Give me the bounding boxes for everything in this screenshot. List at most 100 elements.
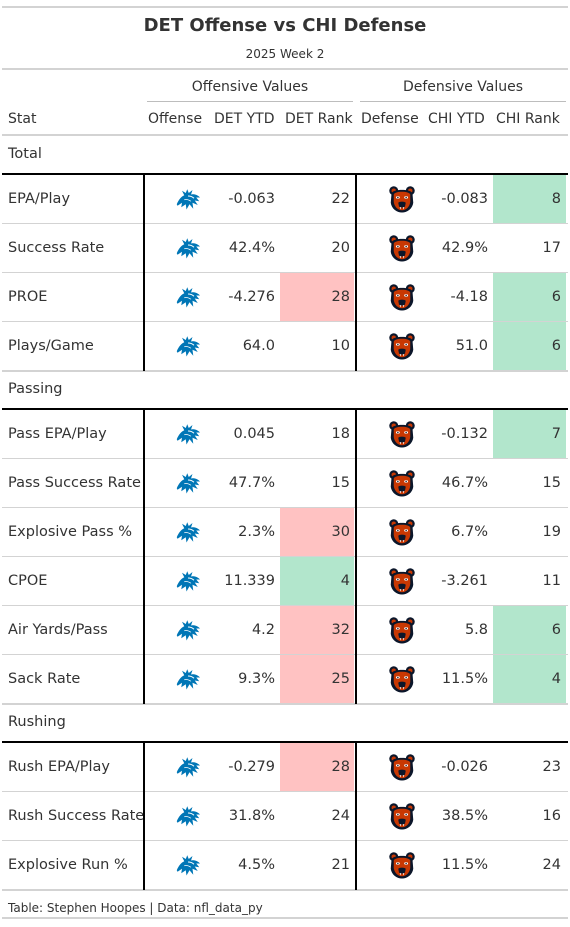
row-separator <box>2 223 568 224</box>
column-header-chi-ytd: CHI YTD <box>428 111 485 127</box>
chicago-bears-logo-icon <box>387 282 417 312</box>
det-rank-value: 15 <box>331 475 350 491</box>
stat-name: EPA/Play <box>8 191 71 207</box>
stat-name: Sack Rate <box>8 671 81 687</box>
stat-name: Pass Success Rate <box>8 475 141 491</box>
det-ytd-value: 11.339 <box>224 573 275 589</box>
chicago-bears-logo-icon <box>387 468 417 498</box>
det-ytd-value: -0.279 <box>228 759 275 775</box>
chi-ytd-value: 51.0 <box>455 338 488 354</box>
table-row: Plays/Game 64.0 10 51.0 6 <box>2 322 568 371</box>
stat-name: Rush EPA/Play <box>8 759 110 775</box>
chi-ytd-value: 5.8 <box>464 622 488 638</box>
det-rank-value: 18 <box>331 426 350 442</box>
column-divider <box>355 408 357 704</box>
det-rank-value: 25 <box>280 655 354 703</box>
det-rank-value: 32 <box>280 606 354 654</box>
detroit-lions-logo-icon <box>173 419 203 449</box>
stat-name: Pass EPA/Play <box>8 426 107 442</box>
det-rank-value: 28 <box>280 743 354 791</box>
chi-ytd-value: 42.9% <box>441 240 488 256</box>
chi-rank-value: 6 <box>493 606 566 654</box>
table-row: EPA/Play -0.063 22 -0.083 8 <box>2 175 568 224</box>
block-rule <box>2 703 568 705</box>
det-ytd-value: 31.8% <box>228 808 275 824</box>
detroit-lions-logo-icon <box>173 850 203 880</box>
stat-name: Success Rate <box>8 240 105 256</box>
row-separator <box>2 272 568 273</box>
column-divider <box>143 741 145 890</box>
block-top-border-left <box>2 408 143 410</box>
detroit-lions-logo-icon <box>173 184 203 214</box>
table-row: Pass EPA/Play 0.045 18 -0.132 7 <box>2 410 568 459</box>
row-separator <box>2 605 568 606</box>
chicago-bears-logo-icon <box>387 850 417 880</box>
column-divider <box>143 408 145 704</box>
table-row: CPOE 11.339 4 -3.261 11 <box>2 557 568 606</box>
column-divider <box>355 173 357 371</box>
table-row: Explosive Pass % 2.3% 30 6.7% 19 <box>2 508 568 557</box>
chicago-bears-logo-icon <box>387 184 417 214</box>
chi-ytd-value: 46.7% <box>441 475 488 491</box>
table-row: Explosive Run % 4.5% 21 11.5% 24 <box>2 841 568 890</box>
chi-rank-value: 6 <box>493 322 566 370</box>
row-separator <box>2 791 568 792</box>
top-rule <box>2 6 568 8</box>
chicago-bears-logo-icon <box>387 419 417 449</box>
det-ytd-value: -4.276 <box>228 289 275 305</box>
detroit-lions-logo-icon <box>173 233 203 263</box>
chi-rank-value: 16 <box>542 808 561 824</box>
column-divider <box>143 173 145 371</box>
column-header-offense: Offense <box>148 111 203 127</box>
table-row: Sack Rate 9.3% 25 11.5% 4 <box>2 655 568 704</box>
chi-rank-value: 6 <box>493 273 566 321</box>
spanner-offensive-rule <box>147 101 353 102</box>
table-title: DET Offense vs CHI Defense <box>143 15 427 36</box>
table-subtitle: 2025 Week 2 <box>245 47 325 61</box>
det-rank-value: 28 <box>280 273 354 321</box>
column-divider <box>355 741 357 890</box>
det-rank-value: 24 <box>331 808 350 824</box>
stat-name: Explosive Run % <box>8 857 128 873</box>
column-header-det-rank: DET Rank <box>285 111 353 127</box>
chicago-bears-logo-icon <box>387 517 417 547</box>
stat-name: PROE <box>8 289 48 305</box>
column-header-chi-rank: CHI Rank <box>496 111 560 127</box>
chi-ytd-value: -0.083 <box>441 191 488 207</box>
block-top-border-left <box>2 741 143 743</box>
row-separator <box>2 556 568 557</box>
chicago-bears-logo-icon <box>387 566 417 596</box>
chi-ytd-value: -3.261 <box>441 573 488 589</box>
row-separator <box>2 654 568 655</box>
det-rank-value: 4 <box>280 557 354 605</box>
chicago-bears-logo-icon <box>387 752 417 782</box>
det-ytd-value: 4.2 <box>251 622 275 638</box>
group-label-rushing: Rushing <box>8 714 66 730</box>
block-top-border <box>143 408 568 410</box>
det-rank-value: 22 <box>331 191 350 207</box>
det-ytd-value: 0.045 <box>233 426 275 442</box>
chi-rank-value: 24 <box>542 857 561 873</box>
detroit-lions-logo-icon <box>173 517 203 547</box>
chi-rank-value: 7 <box>493 410 566 458</box>
row-separator <box>2 458 568 459</box>
block-rule <box>2 889 568 891</box>
chicago-bears-logo-icon <box>387 233 417 263</box>
chi-rank-value: 17 <box>542 240 561 256</box>
chi-rank-value: 23 <box>542 759 561 775</box>
chicago-bears-logo-icon <box>387 331 417 361</box>
stat-name: Plays/Game <box>8 338 94 354</box>
chi-rank-value: 11 <box>542 573 561 589</box>
detroit-lions-logo-icon <box>173 752 203 782</box>
det-ytd-value: 2.3% <box>238 524 275 540</box>
block-top-border <box>143 741 568 743</box>
chi-rank-value: 19 <box>542 524 561 540</box>
det-ytd-value: 47.7% <box>228 475 275 491</box>
spanner-offensive-values: Offensive Values <box>191 79 309 95</box>
detroit-lions-logo-icon <box>173 566 203 596</box>
detroit-lions-logo-icon <box>173 282 203 312</box>
det-rank-value: 10 <box>331 338 350 354</box>
block-top-border-left <box>2 173 143 175</box>
row-separator <box>2 321 568 322</box>
chi-rank-value: 15 <box>542 475 561 491</box>
